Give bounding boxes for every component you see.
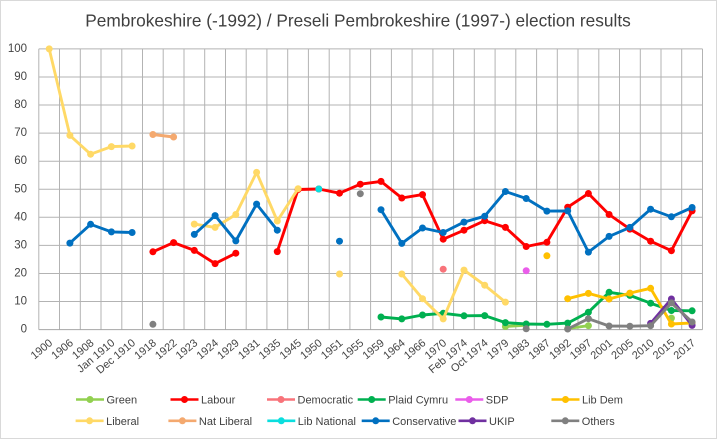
svg-text:70: 70 (14, 127, 27, 139)
svg-text:Plaid Cymru: Plaid Cymru (388, 395, 448, 407)
svg-text:80: 80 (14, 99, 27, 111)
svg-text:Liberal: Liberal (106, 416, 139, 428)
svg-text:Nat Liberal: Nat Liberal (199, 416, 252, 428)
svg-text:Others: Others (582, 416, 616, 428)
svg-text:50: 50 (14, 183, 27, 195)
svg-text:Conservative: Conservative (392, 416, 456, 428)
svg-text:100: 100 (8, 43, 27, 55)
svg-text:10: 10 (14, 296, 27, 308)
svg-text:SDP: SDP (486, 395, 509, 407)
svg-text:20: 20 (14, 268, 27, 280)
svg-text:Democratic: Democratic (298, 395, 354, 407)
svg-text:60: 60 (14, 155, 27, 167)
svg-text:90: 90 (14, 71, 27, 83)
svg-text:40: 40 (14, 211, 27, 223)
svg-text:Lib National: Lib National (298, 416, 356, 428)
svg-text:UKIP: UKIP (489, 416, 515, 428)
svg-text:Green: Green (107, 395, 138, 407)
svg-text:Labour: Labour (201, 395, 236, 407)
svg-text:Pembrokeshire (-1992) / Presel: Pembrokeshire (-1992) / Preseli Pembroke… (85, 11, 631, 31)
svg-text:Lib Dem: Lib Dem (582, 395, 623, 407)
svg-text:0: 0 (21, 324, 27, 336)
svg-text:30: 30 (14, 239, 27, 251)
